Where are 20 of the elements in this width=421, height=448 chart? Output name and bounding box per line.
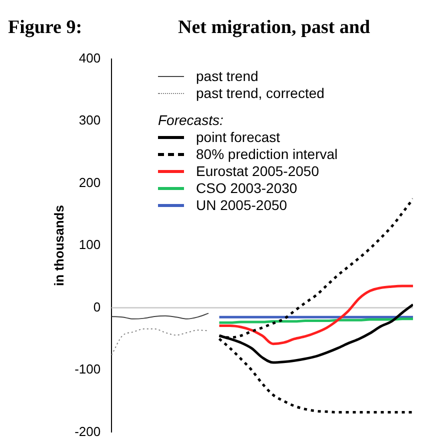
caption: Figure 9: <box>8 17 84 39</box>
y-tick-label: 300 <box>78 112 101 128</box>
legend-title: Forecasts: <box>158 112 224 129</box>
chart-title: Net migration, past and <box>178 17 370 39</box>
y-tick-label: -100 <box>74 362 101 377</box>
y-axis-title: in thousands <box>51 205 66 286</box>
y-tick-label: 400 <box>78 50 101 66</box>
legend-label: past trend <box>196 68 258 85</box>
legend-label: Eurostat 2005-2050 <box>196 163 319 180</box>
legend-label: UN 2005-2050 <box>196 197 288 214</box>
line-series <box>111 328 209 356</box>
legend-label: CSO 2003-2030 <box>196 180 298 197</box>
y-tick-label: 0 <box>93 299 101 314</box>
legend-label: past trend, corrected <box>196 85 324 102</box>
legend-label: 80% prediction interval <box>196 146 338 163</box>
line-series <box>218 284 413 346</box>
legend-label: point forecast <box>196 129 280 146</box>
y-tick-label: 100 <box>78 237 101 252</box>
y-tick-label: -200 <box>74 424 101 439</box>
y-tick-label: 200 <box>78 174 101 190</box>
